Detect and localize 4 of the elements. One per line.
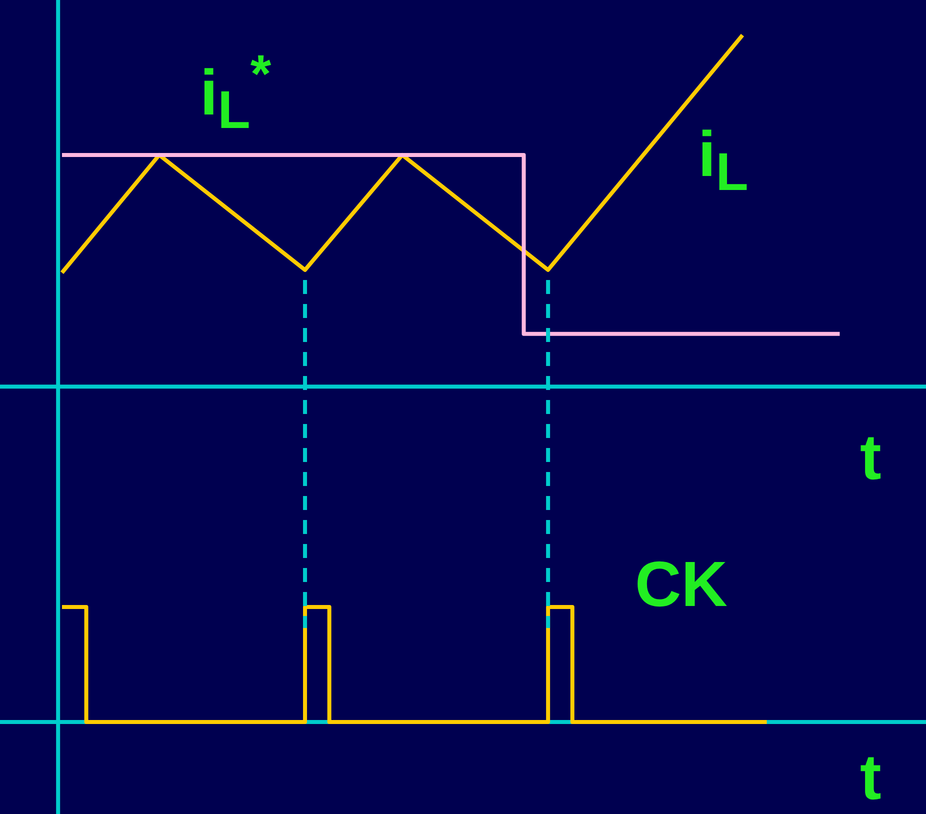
x-axis-title: t [860, 741, 882, 813]
series-label: i$_{L}$ [698, 118, 748, 202]
x-axis-title: t [860, 421, 882, 493]
series-label: CK [635, 548, 728, 620]
